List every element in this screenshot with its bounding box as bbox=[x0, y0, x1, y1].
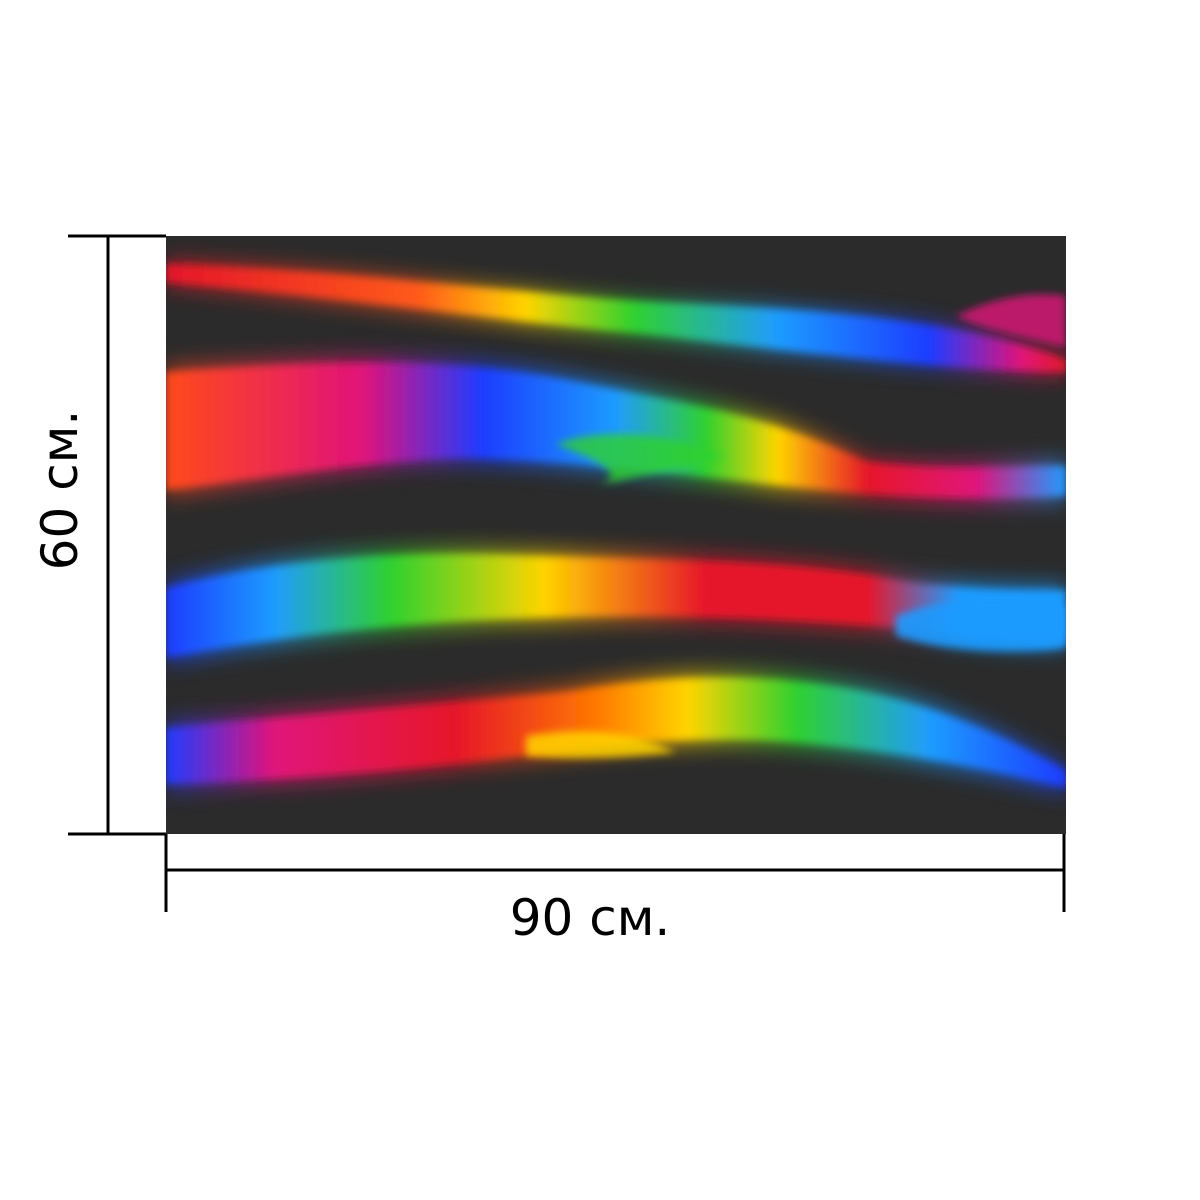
brushstroke-2 bbox=[166, 354, 1066, 506]
brushstroke-3 bbox=[166, 546, 1066, 666]
width-label: 90 см. bbox=[509, 889, 671, 947]
product-artwork bbox=[166, 236, 1066, 834]
brushstroke-1 bbox=[166, 258, 1066, 378]
rainbow-brushstrokes-image bbox=[166, 258, 1066, 796]
brushstroke-4 bbox=[166, 669, 1066, 796]
height-label: 60 см. bbox=[31, 409, 89, 571]
